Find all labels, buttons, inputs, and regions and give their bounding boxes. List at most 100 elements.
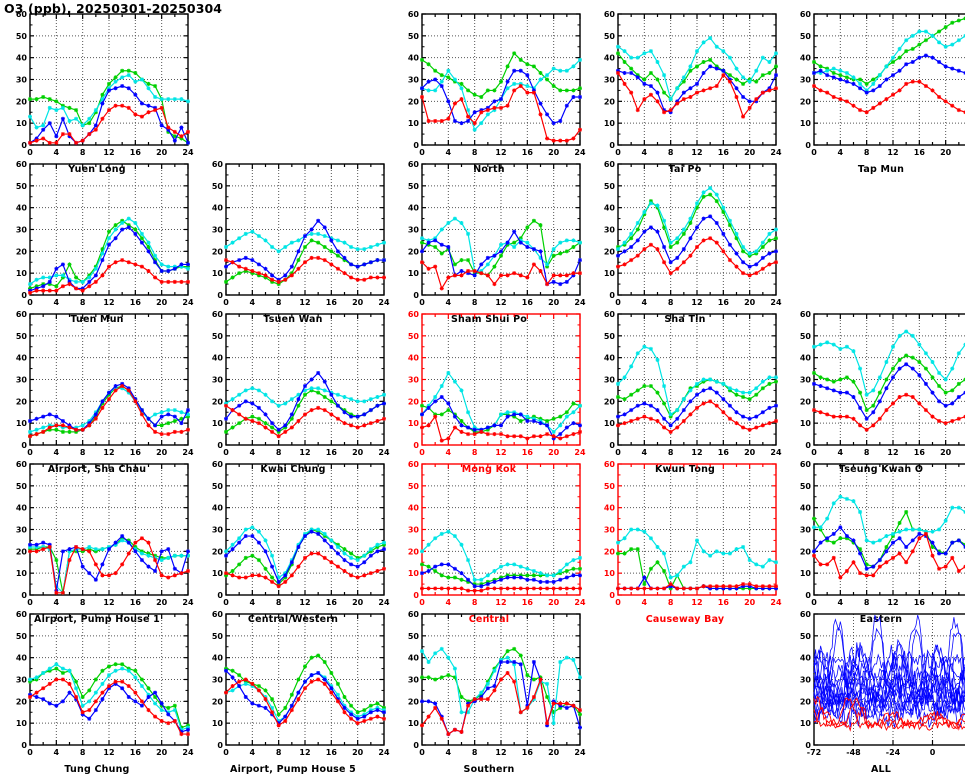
svg-text:8: 8 bbox=[668, 448, 674, 457]
svg-text:0: 0 bbox=[21, 291, 27, 300]
svg-text:20: 20 bbox=[744, 298, 756, 307]
svg-text:12: 12 bbox=[495, 148, 506, 157]
svg-text:12: 12 bbox=[887, 448, 898, 457]
svg-text:50: 50 bbox=[800, 32, 812, 41]
series-red bbox=[813, 706, 965, 732]
svg-text:4: 4 bbox=[446, 298, 452, 307]
svg-text:30: 30 bbox=[604, 376, 616, 385]
svg-text:10: 10 bbox=[800, 719, 812, 728]
svg-text:0: 0 bbox=[223, 748, 229, 757]
series-red bbox=[813, 697, 965, 731]
svg-text:30: 30 bbox=[408, 226, 420, 235]
svg-text:60: 60 bbox=[408, 160, 420, 169]
svg-text:0: 0 bbox=[413, 141, 419, 150]
svg-text:8: 8 bbox=[472, 598, 478, 607]
svg-text:0: 0 bbox=[223, 448, 229, 457]
svg-text:40: 40 bbox=[800, 354, 812, 363]
svg-text:30: 30 bbox=[212, 376, 224, 385]
plot-area: 0 10 20 30 40 50 60 0 4 8 12 16 20 24 bbox=[604, 310, 782, 457]
series-red bbox=[813, 81, 965, 113]
series-blue bbox=[421, 70, 580, 124]
chart-panel-tai-po: 0 10 20 30 40 50 60 0 4 8 12 16 20 24 Tai Po bbox=[594, 10, 790, 175]
svg-text:20: 20 bbox=[156, 748, 168, 757]
svg-text:60: 60 bbox=[408, 460, 420, 469]
svg-text:-24: -24 bbox=[886, 748, 901, 757]
svg-text:20: 20 bbox=[408, 697, 420, 706]
svg-text:24: 24 bbox=[574, 598, 586, 607]
series-cyan bbox=[813, 330, 965, 396]
chart-panel-central: 0 10 20 30 40 50 60 0 4 8 12 16 20 24 Central bbox=[398, 460, 594, 625]
panel-title: North bbox=[473, 164, 505, 175]
svg-text:8: 8 bbox=[668, 148, 674, 157]
svg-text:4: 4 bbox=[54, 748, 60, 757]
svg-text:0: 0 bbox=[217, 291, 223, 300]
svg-text:40: 40 bbox=[800, 654, 812, 663]
svg-text:20: 20 bbox=[16, 547, 28, 556]
svg-text:24: 24 bbox=[182, 598, 194, 607]
svg-text:40: 40 bbox=[408, 654, 420, 663]
svg-text:40: 40 bbox=[604, 504, 616, 513]
svg-text:0: 0 bbox=[805, 741, 811, 750]
svg-text:12: 12 bbox=[299, 748, 310, 757]
plot-area: 0 10 20 30 40 50 60 0 4 8 12 16 20 24 bbox=[16, 460, 194, 607]
svg-text:20: 20 bbox=[408, 247, 420, 256]
page-title: O3 (ppb), 20250301-20250304 bbox=[4, 1, 223, 16]
svg-text:12: 12 bbox=[495, 298, 506, 307]
chart-panel-kwai-chung: 0 10 20 30 40 50 60 0 4 8 12 16 20 24 Kwai Chung bbox=[202, 310, 398, 475]
svg-text:40: 40 bbox=[212, 204, 224, 213]
svg-text:10: 10 bbox=[16, 419, 28, 428]
svg-text:50: 50 bbox=[604, 32, 616, 41]
svg-text:20: 20 bbox=[212, 697, 224, 706]
svg-text:12: 12 bbox=[495, 448, 506, 457]
panel-title: Sham Shui Po bbox=[450, 314, 528, 325]
svg-text:12: 12 bbox=[103, 448, 114, 457]
svg-text:10: 10 bbox=[212, 269, 224, 278]
svg-text:10: 10 bbox=[800, 569, 812, 578]
chart-panel-sha-tin: 0 10 20 30 40 50 60 0 4 8 12 16 20 24 Sha Tin bbox=[594, 160, 790, 325]
svg-text:16: 16 bbox=[914, 448, 926, 457]
series-blue bbox=[813, 664, 965, 720]
series-blue bbox=[813, 627, 965, 703]
plot-area: 0 10 20 30 40 50 60 0 4 8 12 16 20 24 bbox=[212, 160, 390, 307]
svg-text:0: 0 bbox=[27, 598, 33, 607]
svg-text:50: 50 bbox=[800, 482, 812, 491]
chart-panel-yuen-long: 0 10 20 30 40 50 60 0 4 8 12 16 20 24 Yuen Long bbox=[6, 10, 202, 175]
svg-text:30: 30 bbox=[212, 226, 224, 235]
panel-title: Central bbox=[468, 614, 510, 625]
svg-text:30: 30 bbox=[604, 226, 616, 235]
svg-text:50: 50 bbox=[408, 182, 420, 191]
svg-text:0: 0 bbox=[27, 298, 33, 307]
chart-panel-airport-pump-house-5: 0 10 20 30 40 50 60 0 4 8 12 16 20 24 Airport, Pump Ho… bbox=[202, 610, 398, 775]
svg-text:10: 10 bbox=[212, 719, 224, 728]
svg-text:0: 0 bbox=[413, 741, 419, 750]
svg-text:4: 4 bbox=[838, 448, 844, 457]
series-red bbox=[813, 695, 965, 728]
svg-text:16: 16 bbox=[522, 148, 534, 157]
svg-text:12: 12 bbox=[103, 298, 114, 307]
svg-text:0: 0 bbox=[609, 291, 615, 300]
svg-text:24: 24 bbox=[574, 148, 586, 157]
svg-text:10: 10 bbox=[408, 269, 420, 278]
svg-text:20: 20 bbox=[156, 448, 168, 457]
svg-text:4: 4 bbox=[446, 148, 452, 157]
svg-text:4: 4 bbox=[642, 448, 648, 457]
panel-title: Tuen Mun bbox=[70, 314, 124, 325]
svg-text:24: 24 bbox=[378, 748, 390, 757]
svg-text:16: 16 bbox=[326, 598, 338, 607]
chart-panel-tung-chung: 0 10 20 30 40 50 60 0 4 8 12 16 20 24 Tung Chung bbox=[6, 610, 202, 775]
svg-text:16: 16 bbox=[914, 598, 926, 607]
series-cyan bbox=[814, 30, 965, 92]
svg-text:20: 20 bbox=[548, 298, 560, 307]
svg-text:60: 60 bbox=[16, 310, 28, 319]
panel-title: Airport, Sha Chau bbox=[47, 464, 147, 475]
svg-text:50: 50 bbox=[16, 182, 28, 191]
plot-area: 0 10 20 30 40 50 60 0 4 8 12 16 20 24 bbox=[408, 160, 586, 307]
svg-text:20: 20 bbox=[604, 247, 616, 256]
svg-text:12: 12 bbox=[495, 598, 506, 607]
svg-text:0: 0 bbox=[413, 441, 419, 450]
svg-text:8: 8 bbox=[276, 298, 282, 307]
svg-text:20: 20 bbox=[940, 598, 952, 607]
svg-text:20: 20 bbox=[800, 397, 812, 406]
svg-text:8: 8 bbox=[472, 448, 478, 457]
svg-text:0: 0 bbox=[217, 441, 223, 450]
